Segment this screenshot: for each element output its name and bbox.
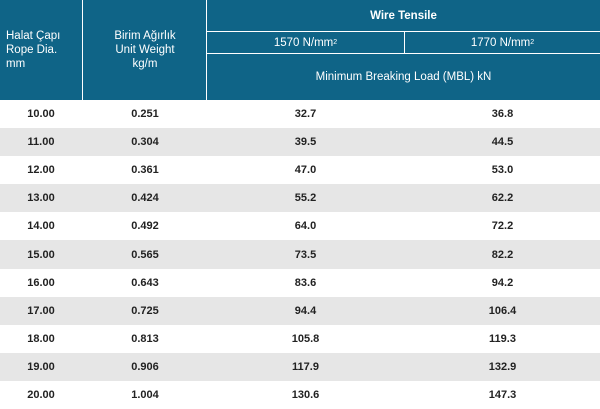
mbl-1770-cell: 147.3 (488, 388, 517, 401)
rope-diameter-cell: 18.00 (27, 332, 55, 345)
mbl-1570-cell: 47.0 (294, 164, 317, 177)
mbl-1570-cell: 32.7 (294, 108, 317, 121)
header-divider (404, 32, 405, 54)
rope-diameter-cell: 11.00 (27, 136, 55, 149)
mbl-1570-cell: 83.6 (294, 276, 317, 289)
unit-weight-cell: 0.906 (131, 360, 159, 373)
header-rope-diameter-unit: mm (6, 58, 26, 70)
rope-diameter-cell: 12.00 (27, 164, 55, 177)
mbl-1570-cell: 55.2 (294, 192, 317, 205)
mbl-1570-cell: 39.5 (294, 136, 317, 149)
unit-weight-cell: 0.251 (131, 108, 159, 121)
unit-weight-cell: 1.004 (131, 388, 159, 401)
header-tensile-1770: 1770 N/mm 2 (470, 37, 535, 49)
header-tensile-1570-label: 1570 N/mm (273, 37, 334, 49)
table-row: 16.00 0.643 83.6 94.2 (0, 269, 600, 297)
mbl-1570-cell: 130.6 (291, 388, 320, 401)
unit-weight-cell: 0.565 (131, 248, 159, 261)
unit-weight-cell: 0.492 (131, 220, 159, 233)
mbl-1770-cell: 53.0 (491, 164, 514, 177)
table-row: 13.00 0.424 55.2 62.2 (0, 184, 600, 213)
header-divider (207, 31, 600, 32)
header-wire-tensile: Wire Tensile (370, 10, 437, 22)
header-unit-weight-unit: kg/m (132, 58, 158, 70)
mbl-1570-cell: 64.0 (294, 220, 317, 233)
table-row: 20.00 1.004 130.6 147.3 (0, 381, 600, 409)
mbl-1770-cell: 106.4 (488, 304, 517, 317)
table-row: 17.00 0.725 94.4 106.4 (0, 296, 600, 325)
header-rope-diameter: Halat Çapı Rope Dia. mm (0, 0, 82, 100)
table-row: 18.00 0.813 105.8 119.3 (0, 325, 600, 353)
mbl-1770-cell: 36.8 (491, 108, 514, 121)
mbl-1570-cell: 73.5 (294, 248, 317, 261)
table-row: 12.00 0.361 47.0 53.0 (0, 156, 600, 184)
unit-weight-cell: 0.361 (131, 164, 159, 177)
rope-diameter-cell: 20.00 (27, 388, 55, 401)
header-unit-weight: Birim Ağırlık Unit Weight kg/m (83, 0, 207, 100)
mbl-1770-cell: 119.3 (489, 332, 516, 345)
table-header: Halat Çapı Rope Dia. mm Birim Ağırlık Un… (0, 0, 600, 100)
header-divider (206, 0, 207, 100)
unit-weight-cell: 0.725 (131, 304, 159, 317)
header-tensile-1770-label: 1770 N/mm (470, 37, 531, 49)
header-mbl: Minimum Breaking Load (MBL) kN (315, 71, 492, 83)
mbl-1770-cell: 132.9 (488, 360, 517, 373)
rope-diameter-cell: 17.00 (27, 304, 55, 317)
rope-diameter-cell: 10.00 (27, 108, 55, 121)
rope-diameter-cell: 19.00 (27, 360, 55, 373)
table-row: 14.00 0.492 64.0 72.2 (0, 212, 600, 240)
mbl-1770-cell: 62.2 (491, 192, 514, 205)
mbl-1770-cell: 72.2 (491, 220, 514, 233)
mbl-1570-cell: 94.4 (294, 304, 317, 317)
mbl-1770-cell: 94.2 (491, 276, 514, 289)
table-row: 11.00 0.304 39.5 44.5 (0, 128, 600, 157)
rope-diameter-cell: 15.00 (27, 248, 55, 261)
header-tensile-1570: 1570 N/mm 2 (273, 37, 338, 49)
header-unit-weight-line-1: Birim Ağırlık (114, 30, 176, 42)
rope-diameter-cell: 13.00 (27, 192, 55, 205)
unit-weight-cell: 0.643 (131, 276, 159, 289)
table-row: 19.00 0.906 117.9 132.9 (0, 352, 600, 381)
rope-diameter-cell: 16.00 (27, 276, 55, 289)
header-divider (82, 0, 83, 100)
mbl-1570-cell: 117.9 (292, 360, 319, 373)
header-rope-diameter-line-1: Halat Çapı (6, 30, 61, 42)
mbl-1770-cell: 82.2 (491, 248, 514, 261)
unit-weight-cell: 0.304 (131, 136, 159, 149)
table-row: 10.00 0.251 32.7 36.8 (0, 100, 600, 128)
mbl-1770-cell: 44.5 (491, 136, 514, 149)
rope-diameter-cell: 14.00 (27, 220, 55, 233)
table-row: 15.00 0.565 73.5 82.2 (0, 240, 600, 269)
unit-weight-cell: 0.813 (131, 332, 159, 345)
table-body: 10.00 0.251 32.7 36.8 11.00 0.304 39.5 44.5 12.0… (0, 100, 600, 409)
header-rope-diameter-line-2: Rope Dia. (6, 44, 58, 56)
header-unit-weight-line-2: Unit Weight (115, 44, 175, 56)
header-divider (207, 53, 600, 54)
mbl-1570-cell: 105.8 (291, 332, 320, 345)
unit-weight-cell: 0.424 (131, 192, 159, 205)
